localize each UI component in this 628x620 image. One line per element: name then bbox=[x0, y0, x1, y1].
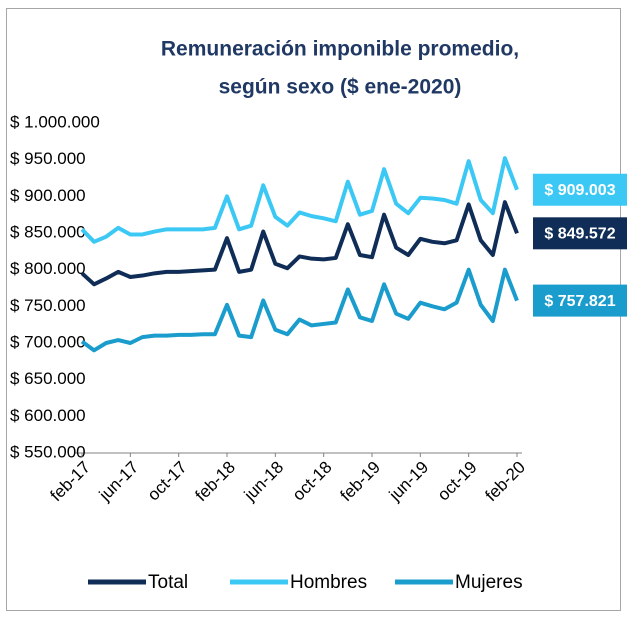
y-tick-label: $ 900.000 bbox=[10, 186, 86, 205]
x-tick-label: feb-20 bbox=[481, 458, 529, 506]
x-tick-label: feb-18 bbox=[191, 458, 239, 506]
series-line bbox=[80, 156, 519, 244]
legend-label: Hombres bbox=[290, 572, 367, 593]
value-label: $ 909.003 bbox=[544, 182, 615, 199]
y-tick-label: $ 950.000 bbox=[10, 149, 86, 168]
x-tick-label: oct-18 bbox=[289, 458, 336, 505]
x-tick-label: oct-19 bbox=[434, 458, 481, 505]
x-tick-label: feb-17 bbox=[46, 458, 94, 506]
x-tick-label: oct-17 bbox=[144, 458, 191, 505]
chart-border bbox=[6, 8, 621, 611]
chart-title: según sexo ($ ene-2020) bbox=[219, 76, 462, 99]
value-label-box bbox=[533, 173, 627, 206]
value-label-box bbox=[533, 284, 627, 317]
y-tick-label: $ 850.000 bbox=[10, 222, 86, 241]
x-tick-label: jun-18 bbox=[240, 458, 288, 506]
value-label-box bbox=[533, 217, 627, 250]
y-tick-label: $ 700.000 bbox=[10, 332, 86, 351]
y-tick-label: $ 800.000 bbox=[10, 259, 86, 278]
value-label: $ 849.572 bbox=[544, 226, 615, 243]
y-tick-label: $ 550.000 bbox=[10, 442, 86, 461]
x-tick-label: jun-17 bbox=[95, 458, 143, 506]
legend-label: Mujeres bbox=[455, 572, 523, 593]
y-tick-label: $ 650.000 bbox=[10, 369, 86, 388]
y-tick-label: $ 750.000 bbox=[10, 296, 86, 315]
chart-title: Remuneración imponible promedio, bbox=[161, 38, 519, 61]
series-line bbox=[80, 267, 519, 353]
legend-label: Total bbox=[148, 572, 188, 593]
y-tick-label: $ 600.000 bbox=[10, 406, 86, 425]
x-tick-label: feb-19 bbox=[336, 458, 384, 506]
y-tick-label: $ 1.000.000 bbox=[10, 112, 100, 131]
series-line bbox=[80, 200, 519, 287]
value-label: $ 757.821 bbox=[544, 293, 615, 310]
x-tick-label: jun-19 bbox=[385, 458, 433, 506]
